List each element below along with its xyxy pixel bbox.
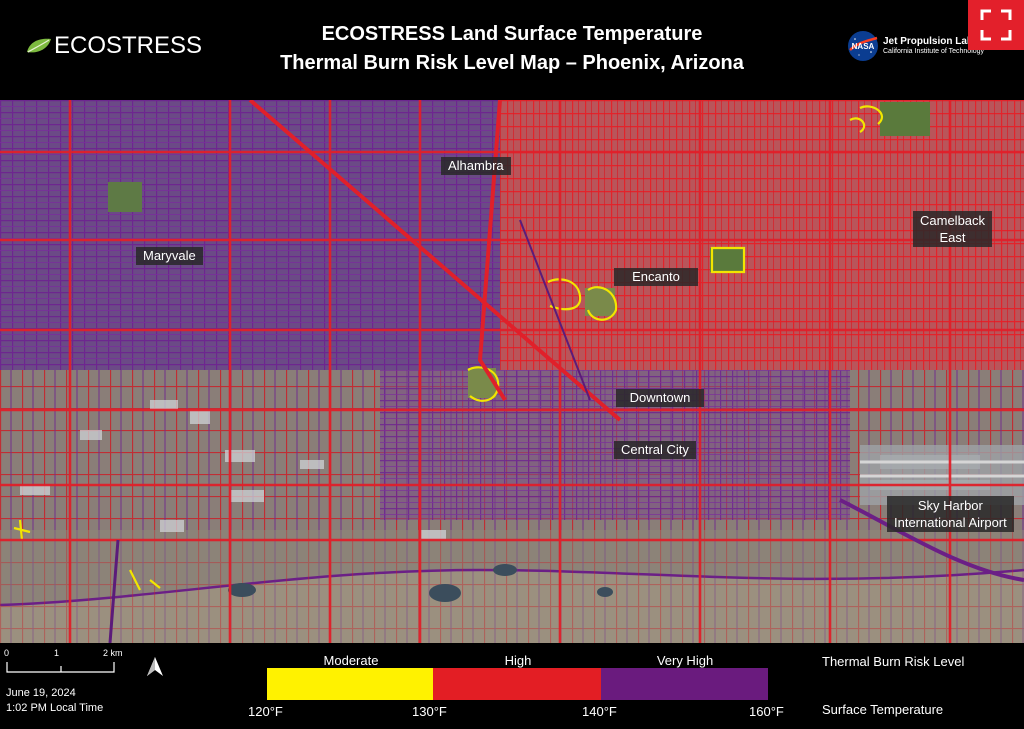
header-bar: ECOSTRESS ECOSTRESS Land Surface Tempera… [0,0,1024,100]
scale-tick-0: 0 [4,648,10,658]
legend-title-risk: Thermal Burn Risk Level [822,654,965,669]
fullscreen-icon [980,9,1012,41]
acquisition-time: 1:02 PM Local Time [6,702,104,714]
legend-temp-160: 160°F [749,704,784,719]
place-label-maryvale: Maryvale [136,247,203,265]
thermal-risk-map[interactable]: Alhambra Maryvale Camelback East Encanto… [0,100,1024,643]
acquisition-date: June 19, 2024 [6,687,76,699]
scale-tick-2: 2 km [103,648,123,658]
north-arrow-icon [147,657,163,676]
page-title: ECOSTRESS Land Surface Temperature [321,23,703,45]
legend-label-high: High [504,653,532,668]
place-label-encanto: Encanto [614,268,698,286]
place-label-alhambra: Alhambra [441,157,511,175]
jpl-sub: California Institute of Technology [883,48,985,55]
legend-label-very-high: Very High [656,653,714,668]
place-label-central-city: Central City [614,441,696,459]
logo-text: ECOSTRESS [54,32,203,59]
legend-swatch-very-high [601,668,768,700]
ecostress-logo: ECOSTRESS [26,32,202,60]
place-label-downtown: Downtown [616,389,704,407]
map-canvas [0,100,1024,643]
scale-bar-graphic [6,662,115,673]
leaf-icon [27,38,51,53]
legend-label-moderate: Moderate [323,653,379,668]
jpl-name: Jet Propulsion Lab [883,36,974,47]
legend-title-temperature: Surface Temperature [822,702,944,717]
legend-footer: 0 1 2 km June 19, 2024 1:02 PM Local Tim… [0,643,1024,729]
legend-temp-130: 130°F [412,704,447,719]
place-label-camelback-east: Camelback East [913,211,993,247]
scale-tick-1: 1 [54,648,60,658]
page-subtitle: Thermal Burn Risk Level Map – Phoenix, A… [280,52,744,74]
jpl-logo: NASA Jet Propulsion Lab California Insti… [847,30,984,62]
legend-temp-140: 140°F [582,704,617,719]
place-label-sky-harbor: Sky Harbor International Airport [887,496,1014,532]
legend-swatch-moderate [267,668,433,700]
nasa-text: NASA [852,42,875,51]
nasa-meatball-icon: NASA [848,31,878,61]
acquisition-datetime: June 19, 2024 1:02 PM Local Time [6,686,103,716]
legend-swatch-high [433,668,601,700]
fullscreen-button[interactable] [968,0,1024,50]
legend-temp-120: 120°F [248,704,283,719]
